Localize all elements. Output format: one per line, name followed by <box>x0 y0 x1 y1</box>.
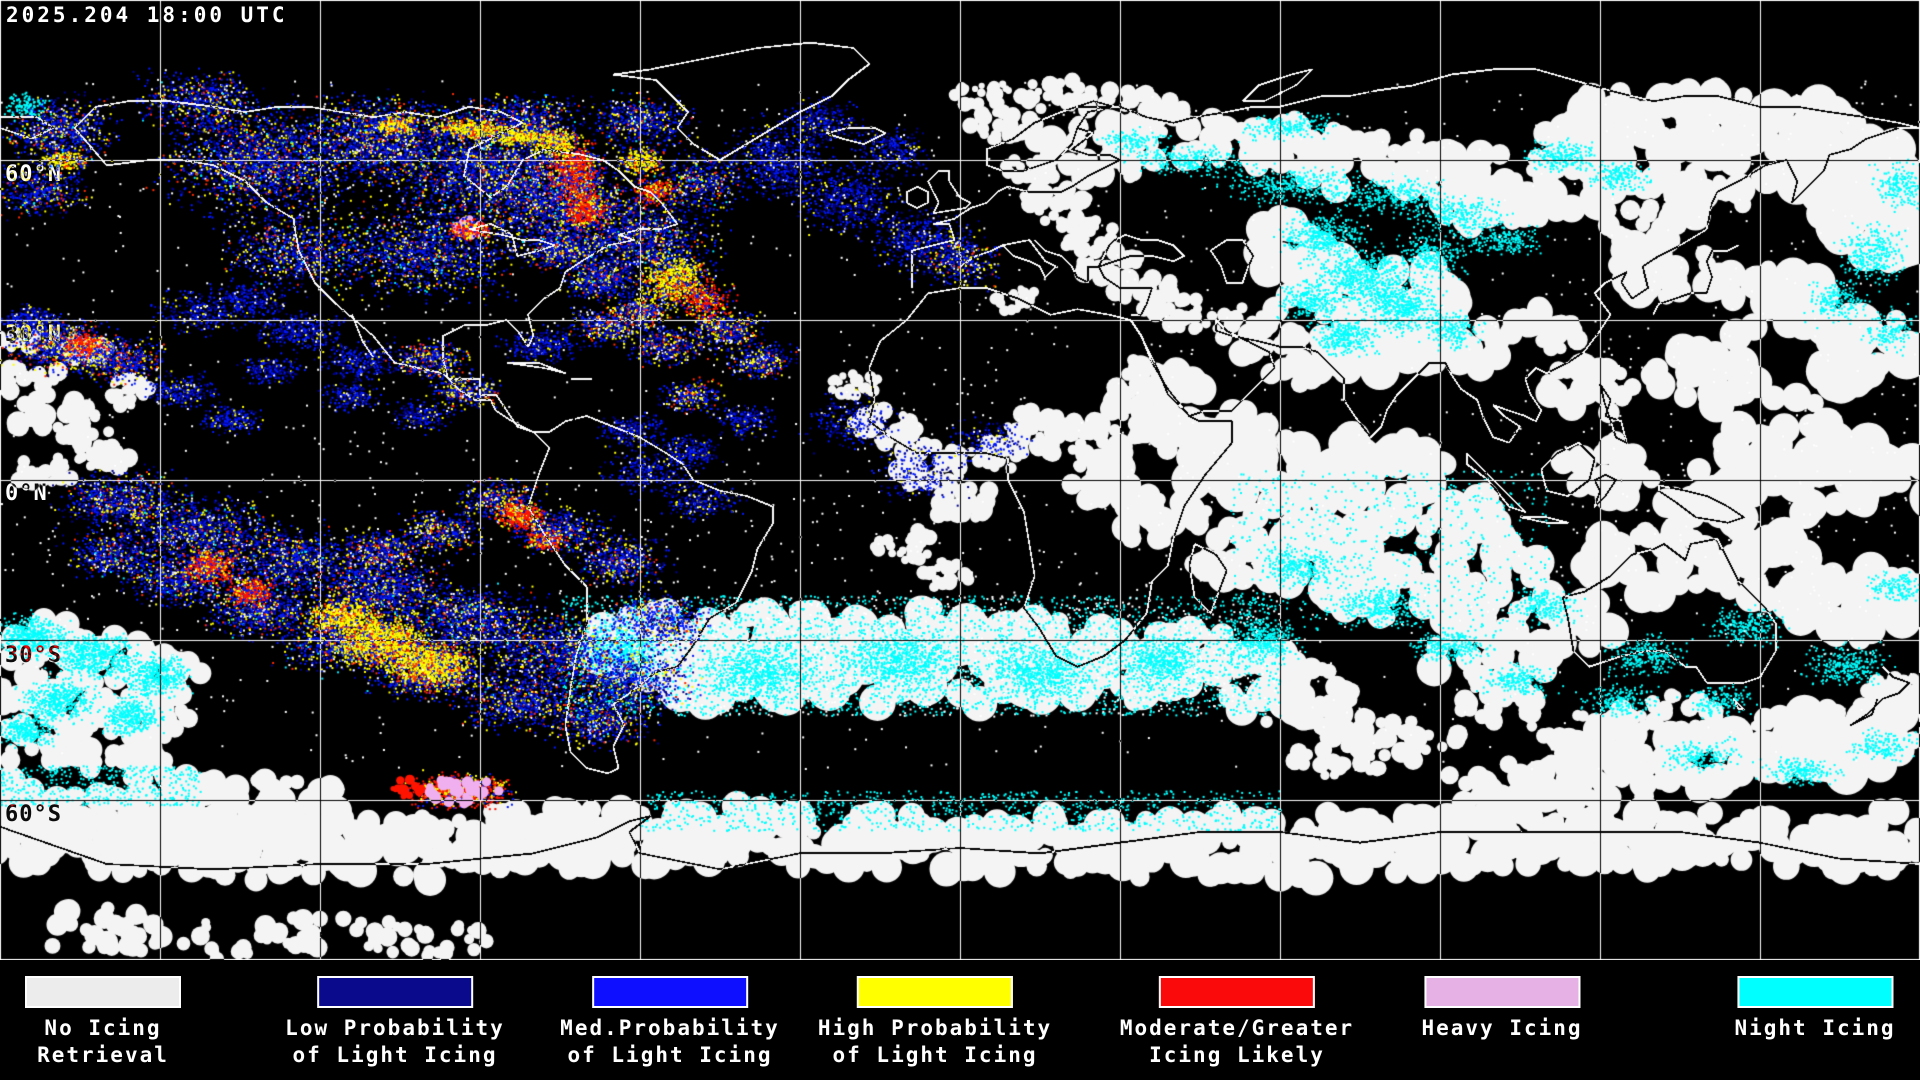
legend-label-line2: of Light Icing <box>832 1043 1038 1067</box>
lat-label-60s: 60°S <box>5 802 62 827</box>
legend-label-line1: Moderate/Greater <box>1119 1016 1355 1040</box>
legend-swatch-moderate <box>1158 976 1315 1008</box>
lat-label-60n: 60°N <box>5 162 62 187</box>
legend-label-line1: High Probability <box>817 1016 1053 1040</box>
legend-item-heavy: Heavy Icing <box>1421 976 1582 1042</box>
legend-swatch-heavy <box>1423 976 1580 1008</box>
legend-label-line1: Night Icing <box>1734 1016 1896 1040</box>
legend-swatch-low-prob <box>317 976 473 1008</box>
icing-map-canvas <box>0 0 1920 960</box>
lat-label-30s: 30°S <box>5 643 62 668</box>
legend-swatch-no-icing <box>25 976 181 1008</box>
legend-label-line2: Retrieval <box>37 1043 169 1067</box>
lat-label-30n: 30°N <box>5 322 62 347</box>
legend-item-high-prob: High Probability of Light Icing <box>818 976 1052 1069</box>
legend-label-line1: Med.Probability <box>560 1016 780 1040</box>
world-icing-map: 2025.204 18:00 UTC 60°N 30°N 0°N 30°S 60… <box>0 0 1920 960</box>
legend-label-line2: of Light Icing <box>292 1043 498 1067</box>
timestamp: 2025.204 18:00 UTC <box>6 3 288 27</box>
legend-swatch-med-prob <box>592 976 748 1008</box>
legend-swatch-night <box>1736 976 1893 1008</box>
legend-label-line2: of Light Icing <box>567 1043 773 1067</box>
legend-item-low-prob: Low Probability of Light Icing <box>285 976 505 1069</box>
legend-label-line1: No Icing <box>44 1016 162 1040</box>
legend-item-night: Night Icing <box>1734 976 1895 1042</box>
legend-swatch-high-prob <box>856 976 1013 1008</box>
legend-label-line2: Icing Likely <box>1149 1043 1325 1067</box>
legend-item-moderate: Moderate/Greater Icing Likely <box>1120 976 1354 1069</box>
legend-item-no-icing: No Icing Retrieval <box>25 976 181 1069</box>
legend-label-line1: Heavy Icing <box>1421 1016 1583 1040</box>
legend: No Icing Retrieval Low Probability of Ligh… <box>0 960 1920 1080</box>
lat-label-0n: 0°N <box>5 481 48 506</box>
legend-label-line1: Low Probability <box>285 1016 505 1040</box>
legend-item-med-prob: Med.Probability of Light Icing <box>560 976 780 1069</box>
